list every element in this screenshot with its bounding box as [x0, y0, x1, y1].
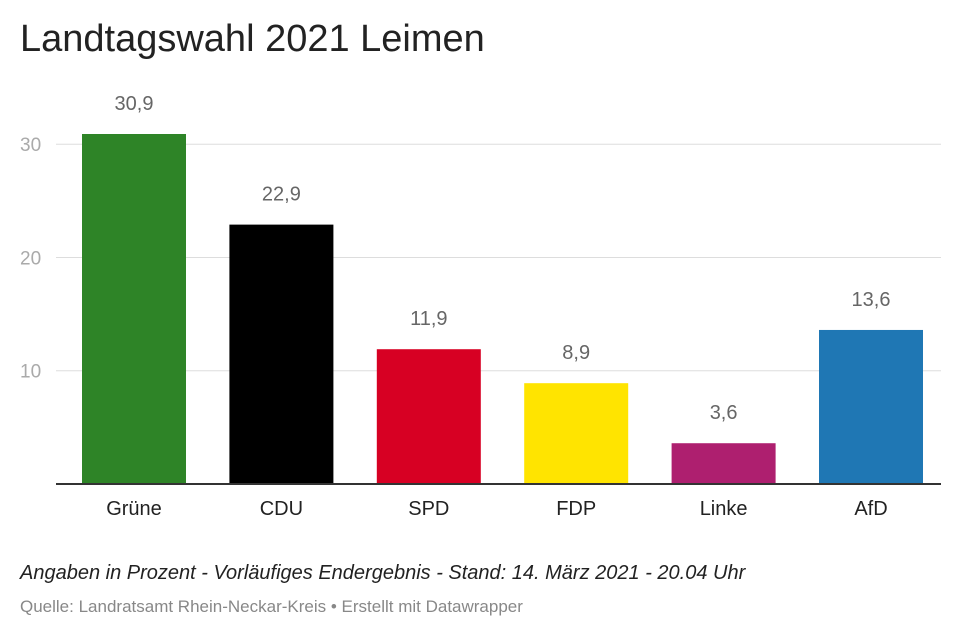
bars	[82, 134, 923, 485]
value-label: 13,6	[852, 289, 891, 311]
category-label: FDP	[556, 498, 596, 520]
bar-cdu	[229, 224, 334, 485]
value-label: 30,9	[115, 93, 154, 115]
y-tick-label: 30	[20, 135, 41, 156]
value-label: 22,9	[262, 184, 301, 206]
category-label: Grüne	[106, 498, 162, 520]
chart-title: Landtagswahl 2021 Leimen	[20, 18, 485, 60]
gridlines	[56, 143, 941, 372]
bar-fdp	[524, 383, 629, 484]
value-label: 8,9	[562, 342, 590, 364]
value-label: 3,6	[710, 402, 738, 424]
bar-chart: 10 20 30 30,9 Grüne 22,9 CDU 11,9 SPD 8,9 FDP 3,6 Li…	[20, 93, 941, 520]
chart-notes: Angaben in Prozent - Vorläufiges Enderge…	[20, 562, 746, 584]
value-label: 11,9	[410, 308, 447, 330]
bar-linke	[671, 443, 776, 484]
category-label: SPD	[408, 498, 449, 520]
bar-grüne	[82, 134, 186, 484]
chart-source: Quelle: Landratsamt Rhein-Neckar-Kreis •…	[20, 597, 523, 616]
y-tick-label: 10	[20, 362, 41, 383]
bar-spd	[376, 349, 481, 484]
category-label: CDU	[260, 498, 303, 520]
y-tick-label: 20	[20, 248, 41, 269]
labels: 10 20 30 30,9 Grüne 22,9 CDU 11,9 SPD 8,9 FDP 3,6 Li…	[20, 93, 890, 520]
category-label: Linke	[700, 498, 748, 520]
bar-afd	[819, 329, 923, 484]
category-label: AfD	[854, 498, 887, 520]
